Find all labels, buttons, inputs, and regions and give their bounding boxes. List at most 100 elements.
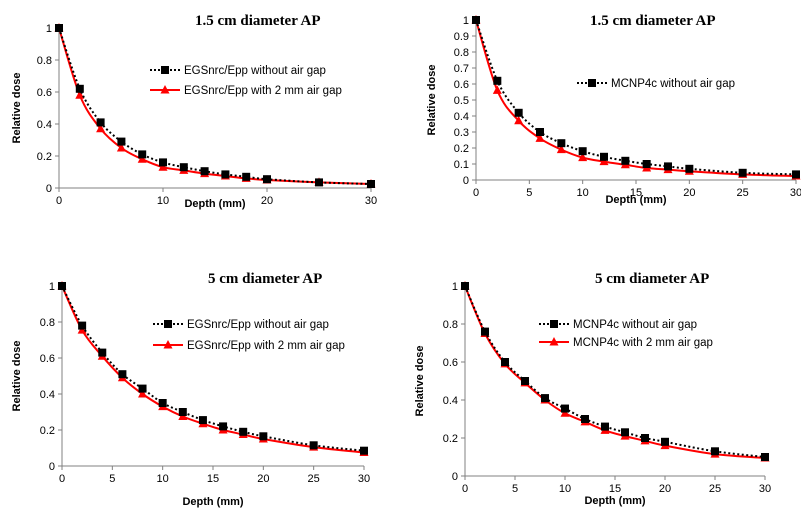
legend-marker <box>550 320 558 328</box>
data-point-square <box>138 150 147 159</box>
x-axis-label: Depth (mm) <box>182 496 243 508</box>
data-point-triangle <box>492 85 502 94</box>
x-tick-label: 0 <box>56 195 62 207</box>
x-tick-label: 15 <box>609 483 621 495</box>
legend-label: EGSnrc/Epp without air gap <box>184 65 326 77</box>
data-point-square <box>711 447 719 456</box>
data-point-square <box>581 415 589 423</box>
data-point-square <box>685 164 694 173</box>
x-axis-label: Depth (mm) <box>584 495 645 507</box>
data-point-square <box>367 180 375 188</box>
y-tick-label: 0.4 <box>454 111 469 123</box>
data-point-square <box>561 404 569 413</box>
data-point-square <box>761 453 769 461</box>
series-2 <box>54 23 376 188</box>
data-point-square <box>661 437 669 446</box>
data-point-square <box>642 160 651 168</box>
data-point-square <box>96 118 105 127</box>
data-point-square <box>501 358 509 366</box>
legend: MCNP4c without air gap <box>577 78 735 90</box>
y-tick-label: 0.2 <box>37 151 52 163</box>
data-point-square <box>158 399 167 407</box>
series-1 <box>55 24 375 188</box>
y-tick-label: 0.8 <box>443 319 458 331</box>
x-tick-label: 25 <box>709 483 721 495</box>
data-point-square <box>259 432 268 441</box>
y-tick-label: 0.6 <box>37 87 52 99</box>
data-point-square <box>481 327 489 336</box>
data-point-square <box>360 446 368 455</box>
y-tick-label: 0.8 <box>37 55 52 67</box>
chart-panel-2: 1.5 cm diameter AP 0 0.1 0.2 0.3 0.4 0.5 0.6 0.7… <box>426 13 801 206</box>
x-tick-label: 30 <box>759 483 771 495</box>
x-tick-label: 10 <box>157 473 169 485</box>
data-point-square <box>178 408 187 416</box>
data-point-triangle <box>96 123 106 133</box>
y-tick-label: 0.2 <box>40 425 55 437</box>
y-tick-label: 0.8 <box>40 317 55 329</box>
data-point-square <box>621 428 629 437</box>
series-line <box>464 285 766 458</box>
data-point-square <box>621 156 630 165</box>
data-point-square <box>472 16 480 24</box>
x-tick-label: 0 <box>59 473 65 485</box>
series-line <box>464 285 766 459</box>
x-tick-label: 20 <box>659 483 671 495</box>
x-tick-label: 10 <box>577 187 589 199</box>
data-point-square <box>200 167 209 176</box>
data-point-square <box>263 175 271 184</box>
legend: MCNP4c without air gap MCNP4c with 2 mm a… <box>539 319 713 349</box>
x-tick-label: 20 <box>257 473 269 485</box>
x-tick-label: 25 <box>737 187 749 199</box>
data-point-square <box>159 158 167 167</box>
series-2 <box>460 281 770 462</box>
data-point-square <box>242 172 251 181</box>
y-tick-label: 0.2 <box>443 433 458 445</box>
chart-title: 1.5 cm diameter AP <box>590 13 716 29</box>
legend-label: EGSnrc/Epp with 2 mm air gap <box>184 85 342 97</box>
y-tick-label: 0.6 <box>40 353 55 365</box>
x-tick-label: 5 <box>512 483 518 495</box>
y-tick-label: 1 <box>46 23 52 35</box>
y-tick-label: 0.3 <box>454 127 469 139</box>
legend-marker <box>161 66 169 74</box>
y-tick-label: 0.8 <box>454 47 469 59</box>
data-point-triangle <box>116 143 126 152</box>
y-axis-label: Relative dose <box>11 341 23 412</box>
series-1 <box>58 282 368 455</box>
x-tick-label: 25 <box>308 473 320 485</box>
legend-marker <box>160 85 170 94</box>
legend-label: EGSnrc/Epp without air gap <box>187 319 329 331</box>
x-tick-label: 5 <box>109 473 115 485</box>
data-point-square <box>514 108 523 117</box>
x-tick-label: 15 <box>207 473 219 485</box>
data-point-square <box>239 427 248 436</box>
y-tick-label: 0.4 <box>443 395 458 407</box>
chart-title: 1.5 cm diameter AP <box>195 13 321 29</box>
data-point-square <box>578 147 587 156</box>
y-tick-label: 0.1 <box>454 159 469 171</box>
data-point-square <box>58 282 66 290</box>
y-tick-label: 0 <box>46 183 52 195</box>
y-tick-label: 0.6 <box>443 357 458 369</box>
y-tick-label: 0.9 <box>454 31 469 43</box>
data-point-square <box>117 137 126 146</box>
y-tick-label: 1 <box>49 281 55 293</box>
data-point-square <box>601 422 609 431</box>
y-tick-label: 0 <box>49 461 55 473</box>
series-1 <box>461 282 769 461</box>
series-1 <box>472 16 800 179</box>
data-point-square <box>198 416 207 425</box>
legend-label: MCNP4c without air gap <box>611 78 735 90</box>
data-point-square <box>541 394 549 403</box>
x-tick-label: 10 <box>157 195 169 207</box>
series-line <box>58 27 372 185</box>
data-point-square <box>309 441 318 450</box>
data-point-square <box>641 434 649 442</box>
y-tick-label: 0 <box>463 175 469 187</box>
data-point-square <box>98 348 107 357</box>
legend-marker <box>549 337 559 346</box>
chart-title: 5 cm diameter AP <box>595 271 709 287</box>
